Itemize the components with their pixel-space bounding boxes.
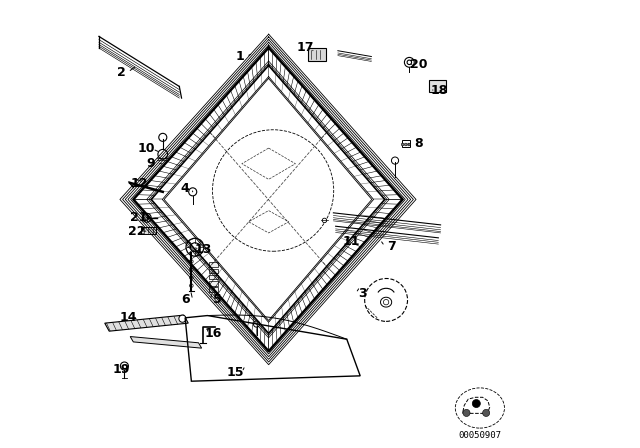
Text: 5: 5 <box>213 293 221 306</box>
Circle shape <box>472 400 481 408</box>
Circle shape <box>483 409 490 417</box>
Circle shape <box>186 238 204 256</box>
Circle shape <box>189 260 193 263</box>
Text: 19: 19 <box>113 362 130 376</box>
Bar <box>429 80 446 92</box>
Circle shape <box>404 143 407 146</box>
Text: 18: 18 <box>431 83 449 96</box>
Text: 3: 3 <box>358 287 367 300</box>
Circle shape <box>408 143 410 146</box>
Text: 11: 11 <box>342 235 360 248</box>
Circle shape <box>463 409 470 417</box>
Circle shape <box>159 134 167 142</box>
Circle shape <box>407 60 412 65</box>
Text: 10: 10 <box>137 142 155 155</box>
Text: 16: 16 <box>205 327 222 340</box>
Text: 2: 2 <box>117 66 125 79</box>
Text: 20: 20 <box>410 58 427 71</box>
Text: 4: 4 <box>180 182 189 195</box>
Polygon shape <box>130 336 202 348</box>
Bar <box>209 275 218 280</box>
Circle shape <box>404 57 414 67</box>
Bar <box>209 288 218 292</box>
Circle shape <box>142 213 151 222</box>
Circle shape <box>253 321 260 327</box>
Text: 9: 9 <box>146 157 155 170</box>
FancyBboxPatch shape <box>308 48 326 60</box>
Text: 22: 22 <box>128 224 146 237</box>
Text: 8: 8 <box>414 137 422 150</box>
Text: 13: 13 <box>195 242 212 255</box>
Circle shape <box>191 243 200 252</box>
Text: 21: 21 <box>131 211 148 224</box>
Bar <box>402 140 410 147</box>
Circle shape <box>120 362 129 370</box>
Circle shape <box>179 315 186 322</box>
Bar <box>209 269 218 273</box>
Text: 1: 1 <box>236 50 244 63</box>
Text: 6: 6 <box>182 293 190 306</box>
Text: 7: 7 <box>387 240 396 253</box>
Circle shape <box>401 143 404 146</box>
Circle shape <box>189 268 193 271</box>
Bar <box>209 281 218 286</box>
Bar <box>141 227 156 234</box>
Text: 00050907: 00050907 <box>458 431 501 440</box>
Circle shape <box>322 218 326 223</box>
Circle shape <box>189 284 193 288</box>
Bar <box>209 263 218 267</box>
Text: 17: 17 <box>297 41 314 54</box>
Text: 12: 12 <box>131 177 148 190</box>
Circle shape <box>189 276 193 280</box>
Polygon shape <box>105 315 188 331</box>
Text: 15: 15 <box>227 366 244 379</box>
Circle shape <box>189 188 196 196</box>
Text: 14: 14 <box>119 311 137 324</box>
Circle shape <box>392 157 399 164</box>
Circle shape <box>158 150 168 159</box>
